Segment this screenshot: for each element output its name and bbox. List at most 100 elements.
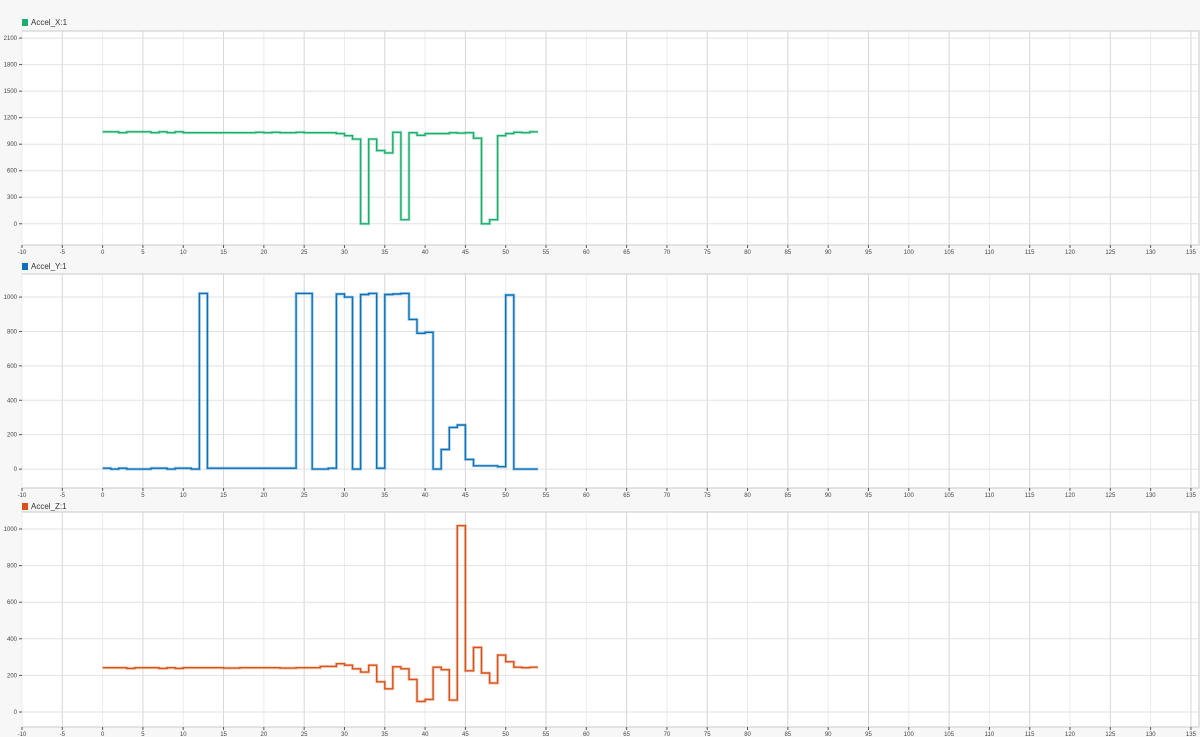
legend-label-accel-y: Accel_Y:1: [31, 262, 67, 271]
x-tick-label: 95: [865, 250, 872, 256]
x-tick-label: 60: [583, 732, 590, 737]
plot-accel-y: -10 -5 0 5 10 15 20 25 30 35 40 45 50 55 60 65 70 75 80 85 9…: [4, 273, 1200, 499]
legend-label-accel-z: Accel_Z:1: [31, 502, 67, 511]
x-tick-label: 95: [865, 493, 872, 499]
x-tick-label: 30: [341, 250, 348, 256]
x-tick-label: 55: [543, 250, 550, 256]
x-tick-label: -5: [60, 250, 66, 256]
x-tick-label: 0: [101, 493, 105, 499]
x-tick-label: 0: [101, 732, 105, 737]
x-tick-label: 55: [543, 493, 550, 499]
x-tick-label: 75: [704, 493, 711, 499]
y-tick-label: 200: [7, 673, 18, 679]
legend-accel-z: Accel_Z:1: [22, 502, 67, 511]
x-tick-label: 80: [744, 732, 751, 737]
x-tick-label: -5: [60, 732, 66, 737]
x-tick-label: 105: [944, 250, 955, 256]
x-tick-label: 100: [904, 493, 915, 499]
x-tick-label: 20: [261, 493, 268, 499]
x-tick-label: 70: [664, 250, 671, 256]
y-tick-label: 600: [7, 600, 18, 606]
plot-accel-x: -10 -5 0 5 10 15 20 25 30 35 40 45 50 55 60 65 70 75 80 85 9…: [4, 30, 1200, 256]
x-tick-label: 25: [301, 493, 308, 499]
x-tick-label: 70: [664, 493, 671, 499]
plot-area: [21, 511, 1200, 728]
y-tick-label: 800: [7, 564, 18, 570]
x-tick-label: 75: [704, 732, 711, 737]
x-tick-label: 65: [623, 732, 630, 737]
y-tick-label: 800: [7, 329, 18, 335]
x-tick-label: 15: [220, 250, 227, 256]
y-tick-label: 1000: [4, 295, 18, 301]
x-tick-label: 5: [141, 732, 145, 737]
x-tick-label: 30: [341, 493, 348, 499]
x-tick-label: 80: [744, 493, 751, 499]
y-tick-label: 200: [7, 433, 18, 439]
x-tick-label: 45: [462, 732, 469, 737]
y-tick-label: 0: [14, 710, 18, 716]
x-tick-label: 135: [1186, 250, 1197, 256]
x-tick-label: 90: [825, 493, 832, 499]
x-tick-label: 40: [422, 732, 429, 737]
legend-accel-y: Accel_Y:1: [22, 262, 67, 271]
x-tick-label: 135: [1186, 493, 1197, 499]
x-tick-label: 85: [785, 493, 792, 499]
x-tick-label: 85: [785, 250, 792, 256]
legend-swatch-accel-z: [22, 503, 28, 510]
x-tick-label: 35: [381, 732, 388, 737]
y-tick-label: 0: [14, 467, 18, 473]
x-tick-label: 110: [985, 732, 995, 737]
x-tick-label: 10: [180, 250, 187, 256]
x-tick-label: 10: [180, 493, 187, 499]
x-tick-label: 35: [381, 250, 388, 256]
x-tick-label: 60: [583, 493, 590, 499]
x-tick-label: 115: [1025, 250, 1035, 256]
x-tick-label: 15: [220, 493, 227, 499]
x-tick-label: 130: [1146, 250, 1157, 256]
y-tick-label: 600: [7, 169, 18, 175]
x-tick-label: 45: [462, 493, 469, 499]
x-tick-label: -10: [18, 732, 27, 737]
x-tick-label: -10: [18, 250, 27, 256]
x-tick-label: 20: [261, 250, 268, 256]
x-tick-label: 115: [1025, 493, 1035, 499]
x-tick-label: 50: [502, 732, 509, 737]
x-tick-label: 90: [825, 250, 832, 256]
y-tick-label: 900: [7, 142, 18, 148]
plot-area: [21, 30, 1200, 246]
x-tick-label: 95: [865, 732, 872, 737]
x-tick-label: 5: [141, 250, 145, 256]
legend-swatch-accel-x: [22, 19, 28, 26]
x-tick-label: 125: [1105, 732, 1116, 737]
plot-area: [21, 273, 1200, 489]
legend-label-accel-x: Accel_X:1: [31, 18, 68, 27]
x-tick-label: 10: [180, 732, 187, 737]
x-tick-label: 120: [1065, 250, 1076, 256]
y-tick-label: 2100: [4, 36, 18, 42]
x-tick-label: 75: [704, 250, 711, 256]
legend-accel-x: Accel_X:1: [22, 18, 67, 27]
series-line-accel-y: [102, 292, 538, 470]
x-tick-label: 130: [1146, 732, 1157, 737]
x-tick-label: 100: [904, 250, 915, 256]
x-tick-label: 40: [422, 493, 429, 499]
x-tick-label: -10: [18, 493, 27, 499]
x-tick-label: 130: [1146, 493, 1157, 499]
x-tick-label: 40: [422, 250, 429, 256]
legend-swatch-accel-y: [22, 263, 28, 270]
x-tick-label: 105: [944, 493, 955, 499]
y-tick-label: 1200: [4, 116, 18, 122]
y-tick-label: 1500: [4, 89, 18, 95]
x-tick-label: 70: [664, 732, 671, 737]
x-tick-label: 80: [744, 250, 751, 256]
x-tick-label: 25: [301, 250, 308, 256]
x-tick-label: 85: [785, 732, 792, 737]
x-tick-label: 135: [1186, 732, 1197, 737]
x-tick-label: 125: [1105, 493, 1116, 499]
x-tick-label: 65: [623, 250, 630, 256]
x-tick-label: 65: [623, 493, 630, 499]
y-tick-label: 600: [7, 364, 18, 370]
y-tick-label: 0: [14, 222, 18, 228]
y-tick-label: 1800: [4, 63, 18, 69]
